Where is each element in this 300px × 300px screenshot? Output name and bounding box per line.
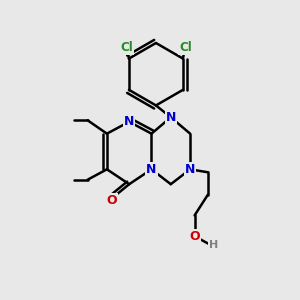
Text: O: O — [106, 194, 117, 207]
Text: Cl: Cl — [120, 41, 133, 54]
Text: N: N — [124, 115, 134, 128]
Text: Cl: Cl — [179, 41, 192, 54]
Text: N: N — [185, 163, 195, 176]
Text: H: H — [209, 240, 218, 250]
Text: N: N — [166, 111, 176, 124]
Text: N: N — [146, 163, 157, 176]
Text: O: O — [189, 230, 200, 243]
